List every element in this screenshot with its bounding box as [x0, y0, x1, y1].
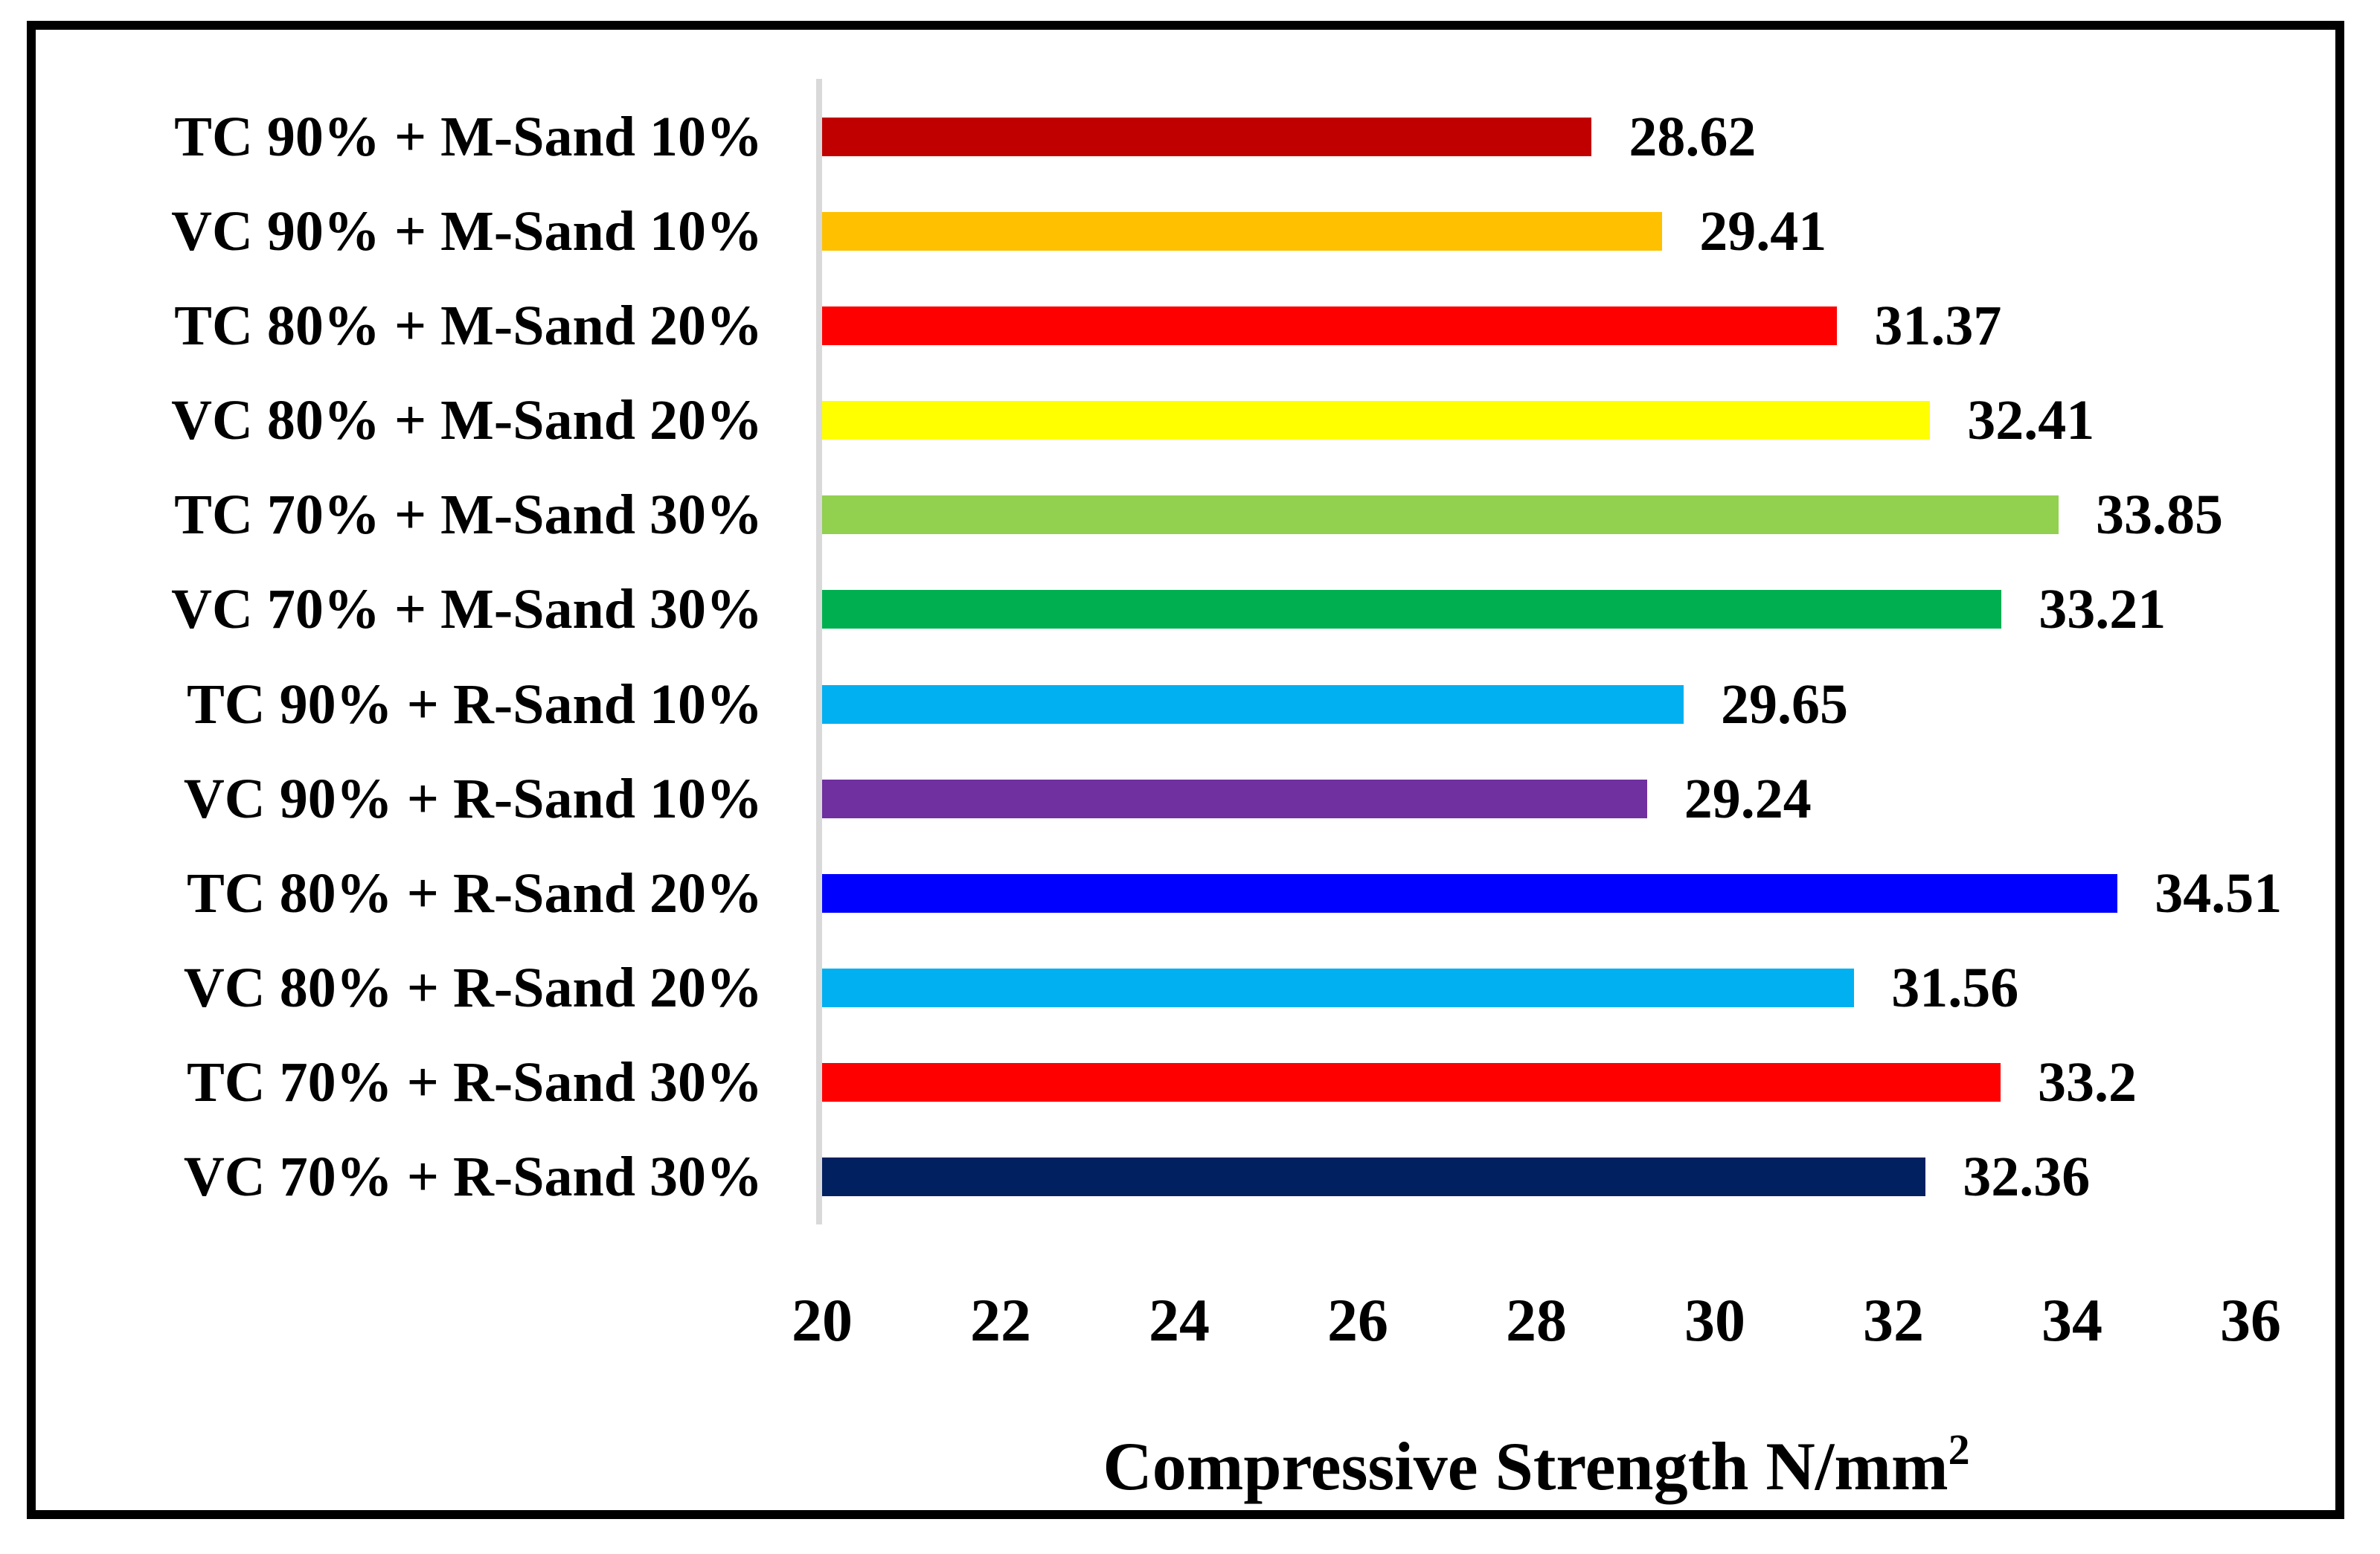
value-label: 33.2	[2038, 1051, 2137, 1114]
bar	[822, 306, 1838, 345]
bar-track: 33.85	[822, 468, 2331, 562]
bar-row: TC 90% + R-Sand 10% 29.65	[36, 657, 2331, 751]
bar	[822, 401, 1931, 440]
bar-row: VC 90% + R-Sand 10% 29.24	[36, 751, 2331, 846]
bar-track: 31.56	[822, 941, 2331, 1036]
x-tick-label: 30	[1684, 1286, 1745, 1354]
x-axis-title: Compressive Strength N/mm2	[822, 1428, 2251, 1501]
bar	[822, 779, 1647, 818]
bar-row: VC 90% + M-Sand 10% 29.41	[36, 184, 2331, 278]
bar-row: VC 70% + M-Sand 30% 33.21	[36, 562, 2331, 657]
value-label: 33.21	[2039, 578, 2166, 641]
bar-row: TC 80% + M-Sand 20% 31.37	[36, 278, 2331, 373]
x-tick-label: 20	[792, 1286, 853, 1354]
bar-row: TC 90% + M-Sand 10% 28.62	[36, 89, 2331, 184]
category-label: VC 70% + M-Sand 30%	[171, 578, 763, 641]
bar	[822, 1063, 2001, 1102]
value-label: 29.24	[1684, 767, 1812, 830]
bar-track: 33.21	[822, 562, 2331, 657]
category-label: VC 70% + R-Sand 30%	[183, 1146, 763, 1209]
value-label: 29.41	[1699, 199, 1827, 263]
x-tick-label: 26	[1327, 1286, 1388, 1354]
category-axis-line	[816, 79, 822, 1224]
bar-track: 33.2	[822, 1036, 2331, 1130]
bar-track: 28.62	[822, 89, 2331, 184]
x-axis-title-text: Compressive Strength N/mm	[1103, 1428, 1948, 1504]
bar-row: TC 70% + R-Sand 30% 33.2	[36, 1036, 2331, 1130]
category-label: TC 80% + M-Sand 20%	[174, 294, 763, 357]
category-label: TC 90% + M-Sand 10%	[174, 105, 763, 168]
bar-track: 29.41	[822, 184, 2331, 278]
x-tick-label: 34	[2041, 1286, 2102, 1354]
bar-track: 29.24	[822, 751, 2331, 846]
x-tick-label: 22	[970, 1286, 1031, 1354]
x-tick-label: 24	[1149, 1286, 1210, 1354]
plot-area: TC 90% + M-Sand 10% 28.62 VC 90% + M-Sand …	[36, 30, 2335, 1510]
bar	[822, 873, 2118, 913]
bar-row: VC 70% + R-Sand 30% 32.36	[36, 1130, 2331, 1224]
value-label: 29.65	[1721, 672, 1848, 736]
bar	[822, 495, 2059, 535]
x-axis-title-superscript: 2	[1948, 1425, 1970, 1474]
bar-track: 32.36	[822, 1130, 2331, 1224]
value-label: 32.41	[1967, 389, 2095, 452]
value-label: 31.56	[1891, 957, 2019, 1020]
bar-track: 31.37	[822, 278, 2331, 373]
category-label: TC 80% + R-Sand 20%	[187, 861, 763, 925]
value-label: 33.85	[2096, 484, 2223, 547]
bar-row: VC 80% + M-Sand 20% 32.41	[36, 373, 2331, 468]
value-label: 31.37	[1874, 294, 2002, 357]
category-label: TC 70% + R-Sand 30%	[187, 1051, 763, 1114]
bar	[822, 684, 1684, 724]
x-tick-label: 28	[1506, 1286, 1567, 1354]
value-label: 34.51	[2155, 861, 2283, 925]
bar-row: TC 70% + M-Sand 30% 33.85	[36, 468, 2331, 562]
category-label: VC 90% + R-Sand 10%	[183, 767, 763, 830]
bar	[822, 1158, 1926, 1197]
bar	[822, 969, 1855, 1008]
bar-track: 29.65	[822, 657, 2331, 751]
category-label: TC 90% + R-Sand 10%	[187, 672, 763, 736]
bar-rows-container: TC 90% + M-Sand 10% 28.62 VC 90% + M-Sand …	[36, 89, 2331, 1224]
bar-row: TC 80% + R-Sand 20% 34.51	[36, 846, 2331, 940]
chart-frame: TC 90% + M-Sand 10% 28.62 VC 90% + M-Sand …	[27, 21, 2344, 1519]
bar-track: 32.41	[822, 373, 2331, 468]
category-label: VC 80% + R-Sand 20%	[183, 957, 763, 1020]
bar	[822, 117, 1592, 156]
category-label: TC 70% + M-Sand 30%	[174, 484, 763, 547]
value-label: 28.62	[1629, 105, 1757, 168]
value-label: 32.36	[1963, 1146, 2091, 1209]
bar-track: 34.51	[822, 846, 2331, 940]
x-tick-label: 32	[1863, 1286, 1924, 1354]
category-label: VC 80% + M-Sand 20%	[171, 389, 763, 452]
bar	[822, 590, 2002, 629]
x-tick-label: 36	[2220, 1286, 2281, 1354]
x-axis-ticks: 20 22 24 26 28 30 32 34 36	[36, 30, 2335, 1510]
category-label: VC 90% + M-Sand 10%	[171, 199, 763, 263]
bar	[822, 211, 1663, 251]
bar-row: VC 80% + R-Sand 20% 31.56	[36, 941, 2331, 1036]
